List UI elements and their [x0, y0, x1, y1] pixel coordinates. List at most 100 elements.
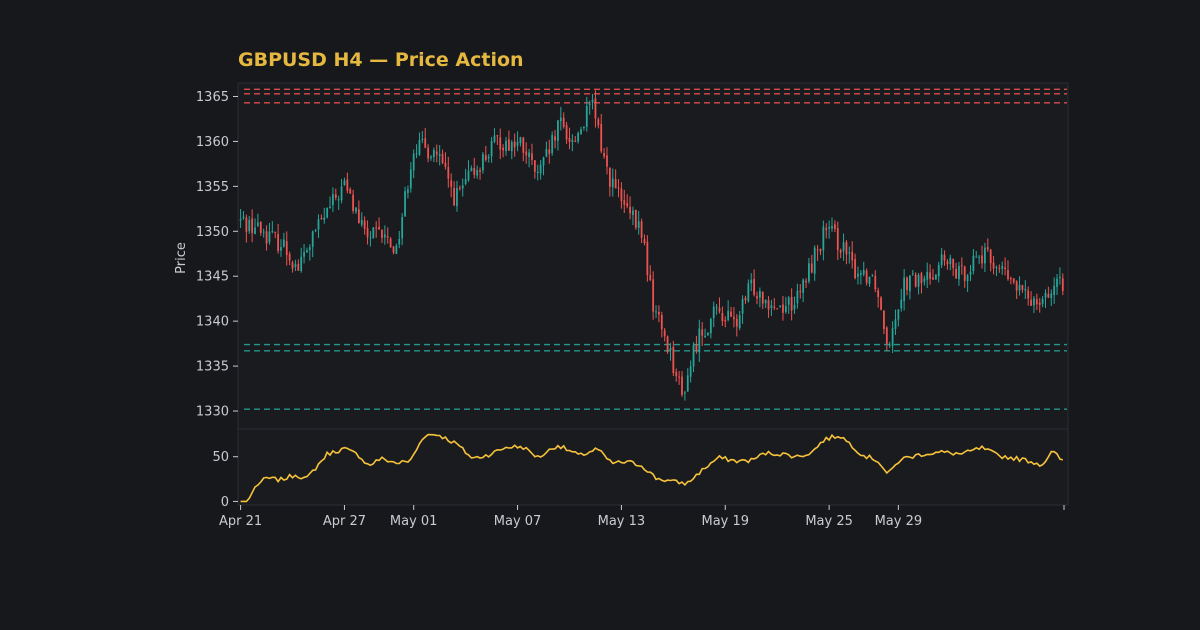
candle	[715, 303, 718, 315]
candle	[698, 319, 701, 363]
candle	[813, 245, 816, 281]
candle	[686, 368, 689, 392]
candle	[1053, 277, 1056, 304]
candle	[828, 220, 831, 239]
candle	[955, 262, 957, 279]
candle	[868, 276, 871, 287]
candle	[259, 221, 262, 236]
candle	[960, 257, 963, 275]
candle	[865, 268, 868, 286]
candle	[611, 168, 614, 197]
candle	[787, 295, 790, 314]
candle	[880, 296, 882, 311]
candle	[464, 168, 467, 186]
candle	[542, 156, 545, 176]
candle	[522, 136, 525, 162]
x-tick-label: May 01	[390, 514, 438, 529]
candle	[779, 305, 781, 308]
candle	[435, 144, 438, 163]
candle	[257, 213, 259, 228]
candle	[502, 144, 505, 158]
candle	[533, 160, 536, 179]
candle	[646, 235, 649, 282]
y-tick-label: 1340	[196, 315, 229, 330]
candle	[516, 131, 519, 152]
candle	[998, 264, 1001, 273]
time-axis-ticks: Apr 21 Apr 27 May 01 May 07 May 13 May 19 May …	[219, 505, 1065, 529]
candle	[750, 273, 753, 292]
candle	[340, 178, 343, 204]
candle	[479, 167, 481, 180]
candle	[508, 130, 510, 152]
candle	[363, 216, 366, 235]
y-tick-label: 1345	[196, 270, 229, 285]
candle	[995, 265, 998, 277]
candle	[539, 160, 542, 180]
candle	[883, 309, 885, 335]
candle	[251, 209, 254, 243]
candle	[320, 214, 323, 220]
candle	[640, 218, 643, 244]
candle	[398, 230, 401, 249]
candle	[372, 226, 375, 239]
candle	[412, 149, 415, 179]
candle	[389, 236, 392, 248]
candle	[577, 131, 580, 144]
candle	[432, 147, 435, 163]
candle	[444, 152, 447, 170]
candle	[574, 136, 577, 143]
candle	[242, 211, 245, 220]
candle	[424, 127, 427, 149]
candle	[704, 328, 706, 338]
candle	[810, 254, 813, 274]
candle	[989, 248, 992, 272]
candle	[834, 220, 836, 233]
candle	[513, 133, 516, 157]
candle	[695, 335, 698, 354]
candle	[663, 327, 666, 342]
candle	[386, 227, 389, 244]
y-tick-label: 1350	[196, 225, 229, 240]
candle	[770, 299, 773, 316]
candle	[885, 326, 888, 351]
candle	[669, 342, 672, 361]
candle	[441, 149, 444, 165]
candle	[421, 130, 424, 144]
candle	[306, 247, 308, 253]
candle	[773, 298, 776, 311]
x-tick-label: May 13	[598, 514, 646, 529]
candle	[1035, 293, 1038, 310]
candle	[409, 162, 412, 193]
candle	[805, 278, 807, 288]
candle	[877, 287, 880, 308]
candle	[735, 314, 738, 337]
candle	[1041, 296, 1044, 308]
candle	[606, 147, 608, 175]
indicator-panel	[237, 428, 1069, 506]
candle	[545, 141, 548, 158]
candle	[796, 283, 799, 309]
candle	[658, 305, 660, 323]
candle	[352, 189, 355, 214]
candle	[288, 251, 291, 266]
candle	[911, 269, 914, 276]
candle	[629, 196, 631, 220]
candle	[848, 246, 851, 264]
candle	[349, 187, 352, 194]
candle	[986, 238, 989, 252]
candle	[510, 139, 513, 160]
candle	[784, 296, 787, 314]
candle	[559, 106, 562, 131]
candle	[1009, 276, 1012, 285]
candle	[1030, 291, 1032, 307]
candle	[490, 137, 493, 163]
candle	[467, 160, 470, 182]
candle	[660, 311, 663, 338]
candle	[378, 217, 380, 230]
candle	[934, 274, 937, 281]
candle	[675, 368, 678, 382]
candle	[583, 126, 585, 131]
x-tick-label: May 29	[875, 514, 923, 529]
candle	[984, 242, 986, 273]
candle	[482, 152, 484, 174]
